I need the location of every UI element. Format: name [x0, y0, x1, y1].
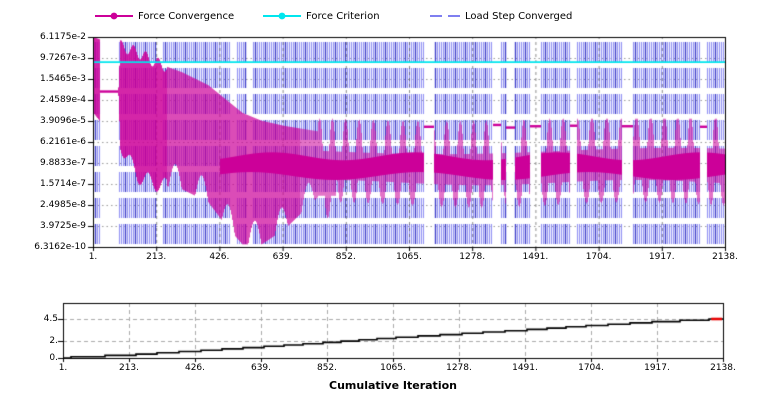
cumulative-iteration-chart-canvas	[55, 299, 731, 383]
legend-item-force-criterion: Force Criterion	[263, 8, 380, 24]
main-y-tick-label: 1.5465e-3	[39, 74, 86, 84]
legend-label-load-step-converged: Load Step Converged	[465, 10, 573, 22]
bottom-x-tick-label: 1.	[58, 363, 68, 373]
legend-label-force-criterion: Force Criterion	[306, 10, 380, 22]
legend-label-force-convergence: Force Convergence	[138, 10, 235, 22]
bottom-x-tick-label: 1278.	[446, 363, 472, 373]
main-x-tick-label: 2138.	[712, 252, 738, 262]
main-y-tick-label: 9.7267e-3	[39, 53, 86, 63]
main-y-tick-label: 6.3162e-10	[34, 242, 86, 252]
legend-item-force-convergence: Force Convergence	[95, 8, 234, 24]
main-x-tick-label: 1065.	[396, 252, 422, 262]
bottom-x-tick-label: 1704.	[578, 363, 604, 373]
bottom-x-tick-label: 1065.	[380, 363, 406, 373]
main-x-tick-label: 1.	[88, 252, 98, 262]
bottom-x-tick-label: 639.	[250, 363, 272, 373]
bottom-y-tick-label: 0.	[49, 353, 58, 363]
chart-legend: Force Convergence Force Criterion Load S…	[0, 8, 780, 26]
force-convergence-line-icon	[95, 12, 133, 20]
main-y-tick-label: 2.4589e-4	[39, 95, 86, 105]
bottom-x-tick-label: 2138.	[710, 363, 736, 373]
main-y-tick-label: 9.8833e-7	[39, 158, 86, 168]
main-y-tick-label: 1.5714e-7	[39, 179, 86, 189]
bottom-x-tick-label: 1491.	[512, 363, 538, 373]
main-x-tick-label: 1917.	[648, 252, 675, 262]
main-x-tick-label: 852.	[335, 252, 356, 262]
x-axis-title: Cumulative Iteration	[329, 379, 457, 392]
bottom-x-tick-label: 852.	[316, 363, 338, 373]
bottom-y-tick-label: 2.	[49, 335, 58, 346]
force-criterion-line-icon	[263, 12, 301, 20]
main-y-tick-label: 6.1175e-2	[39, 32, 86, 42]
main-x-tick-label: 426.	[209, 252, 230, 262]
main-x-tick-label: 1278.	[459, 252, 486, 262]
main-x-tick-label: 213.	[146, 252, 167, 262]
main-x-tick-label: 639.	[272, 252, 293, 262]
main-x-tick-label: 1491.	[522, 252, 549, 262]
bottom-x-tick-label: 213.	[118, 363, 140, 373]
main-y-tick-label: 2.4985e-8	[39, 200, 86, 210]
load-step-converged-dash-icon	[430, 15, 460, 17]
main-y-tick-label: 6.2161e-6	[39, 137, 86, 147]
main-y-tick-label: 3.9096e-5	[39, 116, 86, 126]
bottom-x-tick-label: 426.	[184, 363, 206, 373]
bottom-y-tick-label: 4.5	[43, 314, 58, 324]
main-x-tick-label: 1704.	[585, 252, 612, 262]
legend-item-load-step-converged: Load Step Converged	[430, 8, 572, 24]
force-convergence-chart-canvas	[85, 32, 733, 256]
main-y-tick-label: 3.9725e-9	[39, 221, 86, 231]
bottom-x-tick-label: 1917.	[644, 363, 670, 373]
